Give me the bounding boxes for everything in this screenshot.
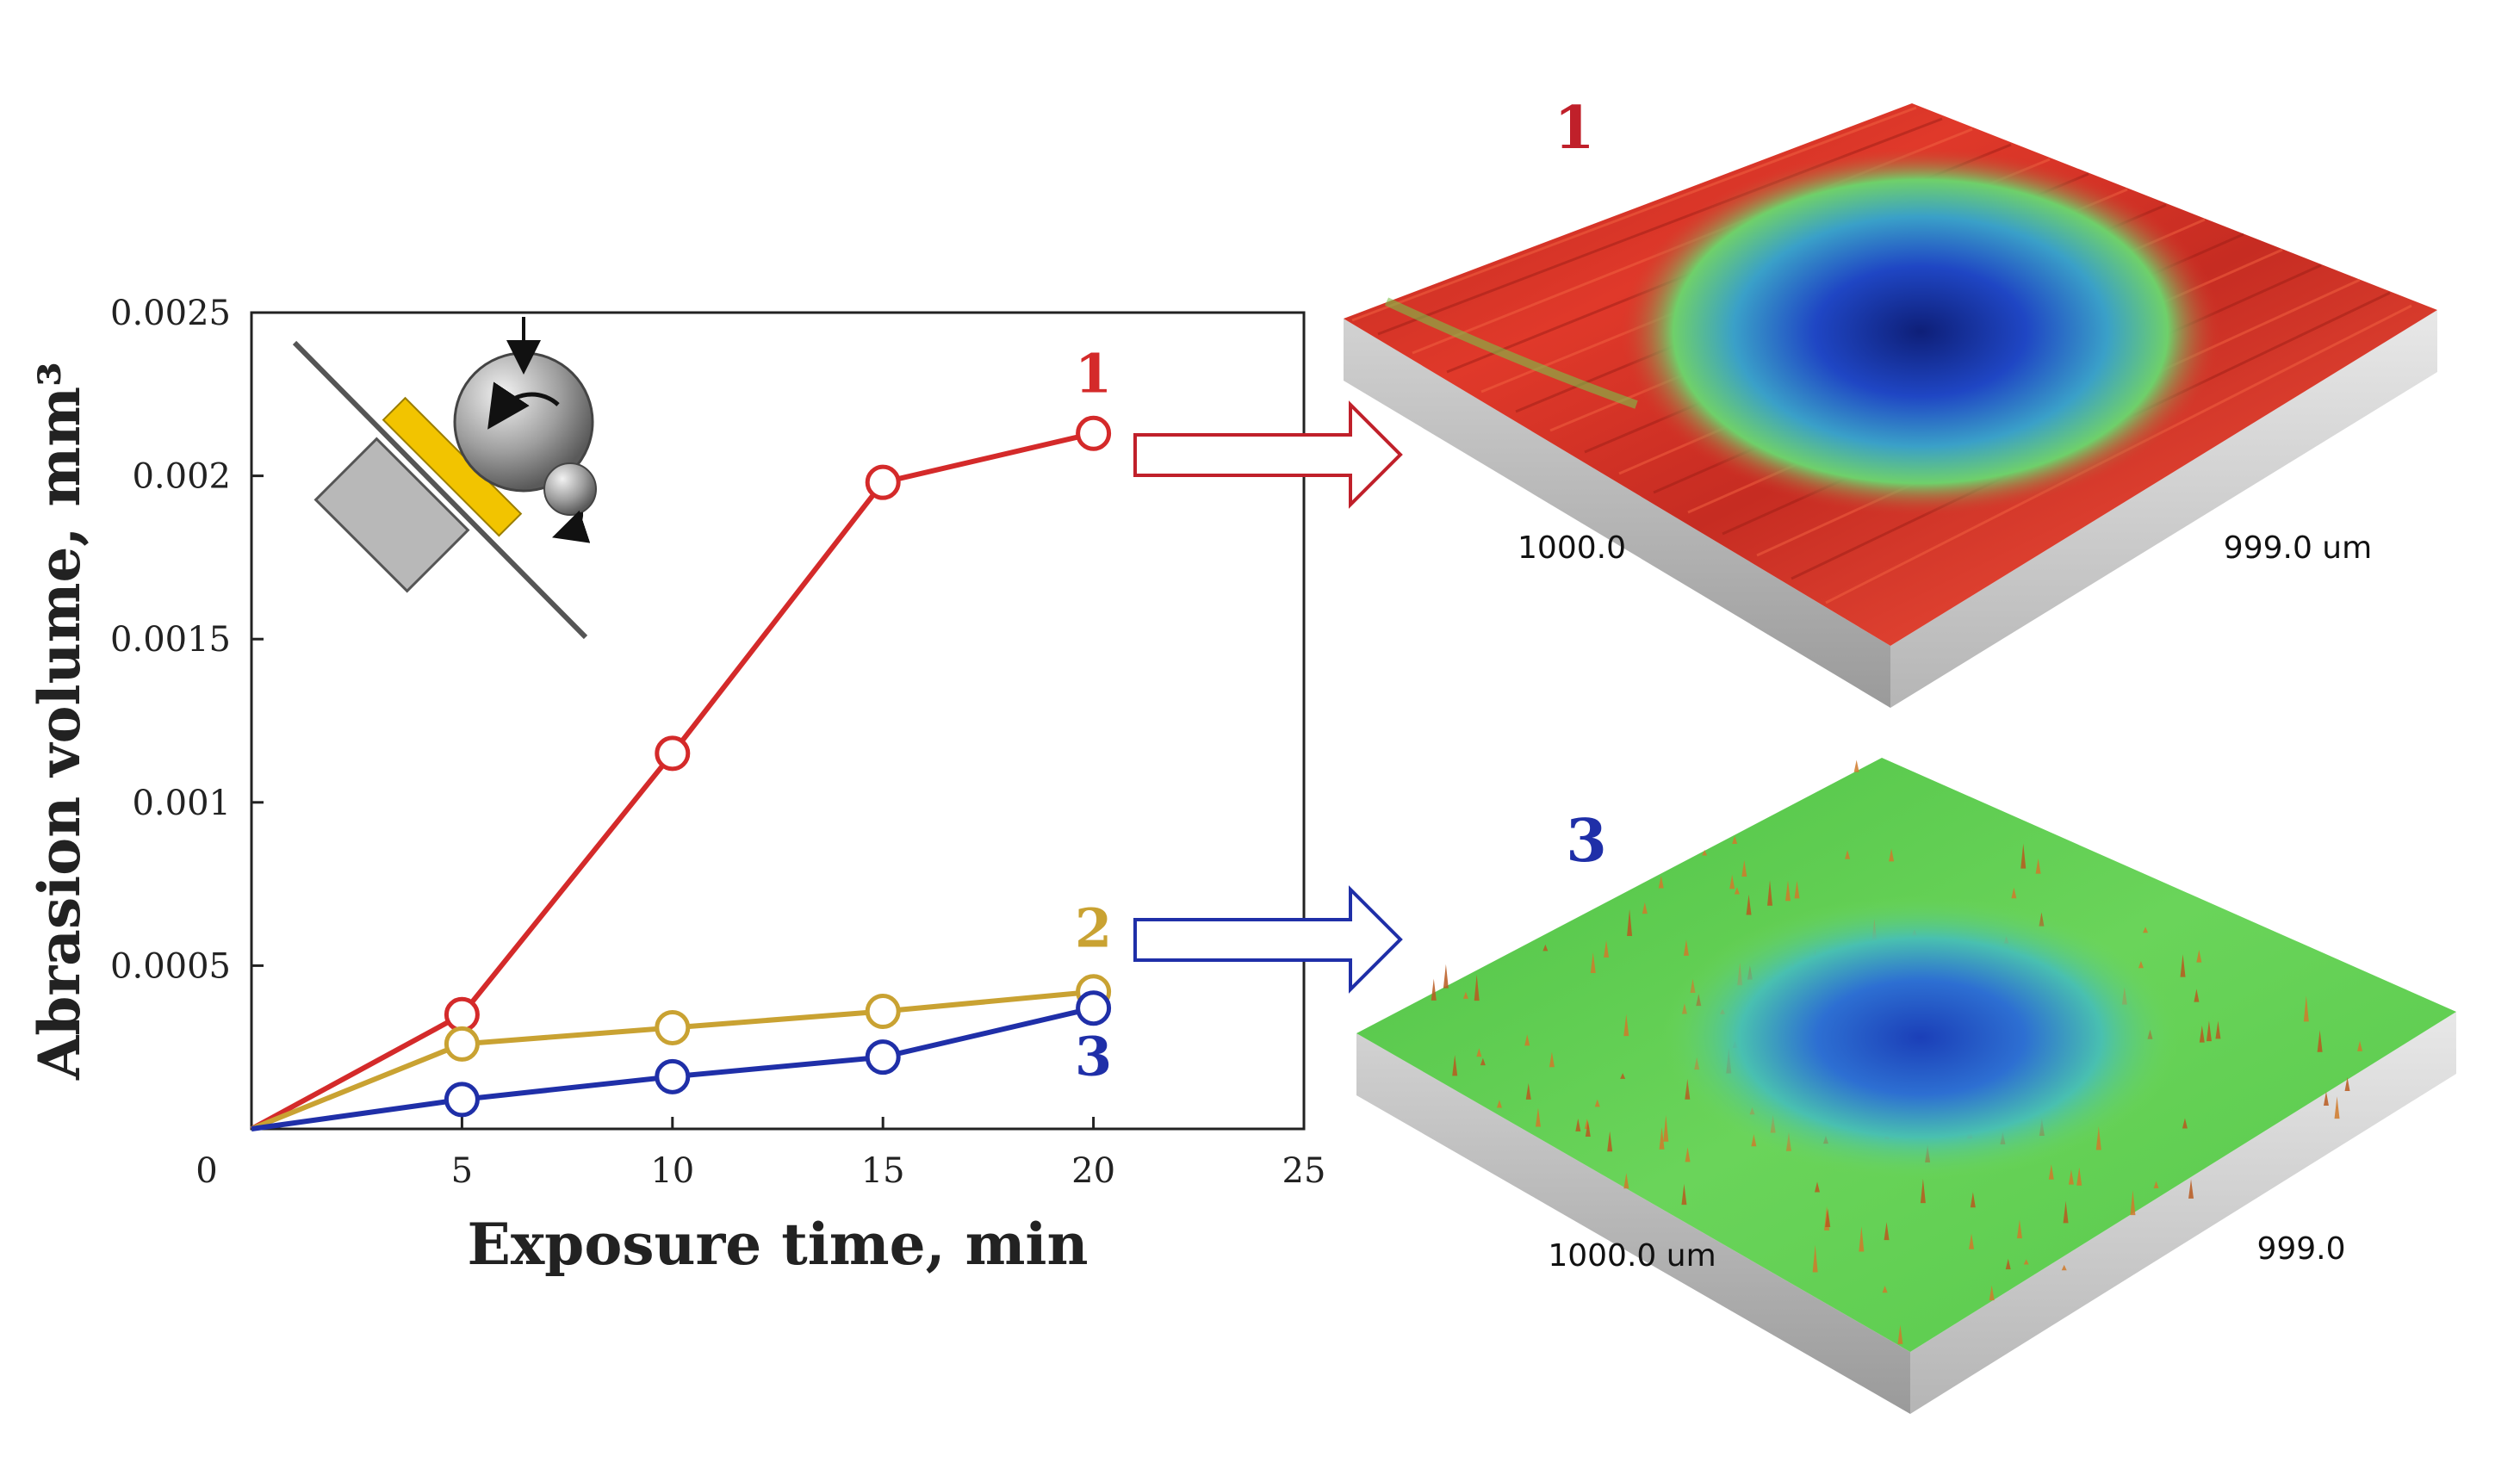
map-3-dimension-right: 999.0 <box>2256 1231 2345 1267</box>
map-1-dimension-left: 1000.0 <box>1518 530 1626 566</box>
series-layer: 1 2 3 <box>250 342 1112 1131</box>
y-tick-label: 0.0025 <box>110 294 231 333</box>
tribometer-schematic-icon <box>292 317 597 640</box>
series-3-point <box>1076 990 1112 1026</box>
map-3-label: 3 <box>1566 807 1606 876</box>
series-2-point <box>865 993 901 1029</box>
series-3-point <box>655 1058 691 1094</box>
x-tick-label: 25 <box>1282 1151 1326 1191</box>
y-axis-ticks: 0.0005 0.001 0.0015 0.002 0.0025 <box>110 294 264 986</box>
x-tick-label: 15 <box>861 1151 905 1191</box>
y-tick-label: 0.001 <box>132 784 231 823</box>
map-3-dimension-left: 1000.0 um <box>1548 1238 1716 1274</box>
y-axis-title: Abrasion volume, mm³ <box>26 362 93 1081</box>
map-1-dimension-right: 999.0 um <box>2224 530 2372 566</box>
x-tick-label: 0 <box>196 1151 217 1191</box>
x-axis-ticks: 0 5 10 15 20 25 <box>196 1117 1325 1191</box>
arrow-right-icon <box>1133 400 1403 509</box>
y-tick-label: 0.002 <box>132 457 231 497</box>
series-1-point <box>1076 415 1112 451</box>
series-2-point <box>444 1026 480 1062</box>
plot-frame <box>250 311 1306 1131</box>
y-tick-label: 0.0005 <box>110 946 231 986</box>
y-tick-label: 0.0015 <box>110 620 231 660</box>
series-1-label: 1 <box>1075 342 1112 405</box>
series-3-point <box>444 1082 480 1118</box>
x-tick-label: 10 <box>650 1151 694 1191</box>
series-2-point <box>655 1009 691 1045</box>
series-3-label: 3 <box>1075 1026 1112 1088</box>
x-axis-title: Exposure time, min <box>468 1211 1089 1278</box>
x-tick-label: 5 <box>451 1151 473 1191</box>
x-tick-label: 20 <box>1071 1151 1115 1191</box>
surface-map-1: 1 1000.0 999.0 um <box>1344 94 2437 708</box>
surface-map-3: 3 1000.0 um 999.0 <box>1356 758 2456 1414</box>
series-2-label: 2 <box>1075 897 1112 960</box>
series-1-point <box>444 996 480 1032</box>
series-3-point <box>865 1039 901 1076</box>
arrow-right-icon <box>1133 885 1403 994</box>
map-1-label: 1 <box>1554 94 1594 163</box>
series-1-point <box>865 464 901 500</box>
series-1-point <box>655 735 691 772</box>
